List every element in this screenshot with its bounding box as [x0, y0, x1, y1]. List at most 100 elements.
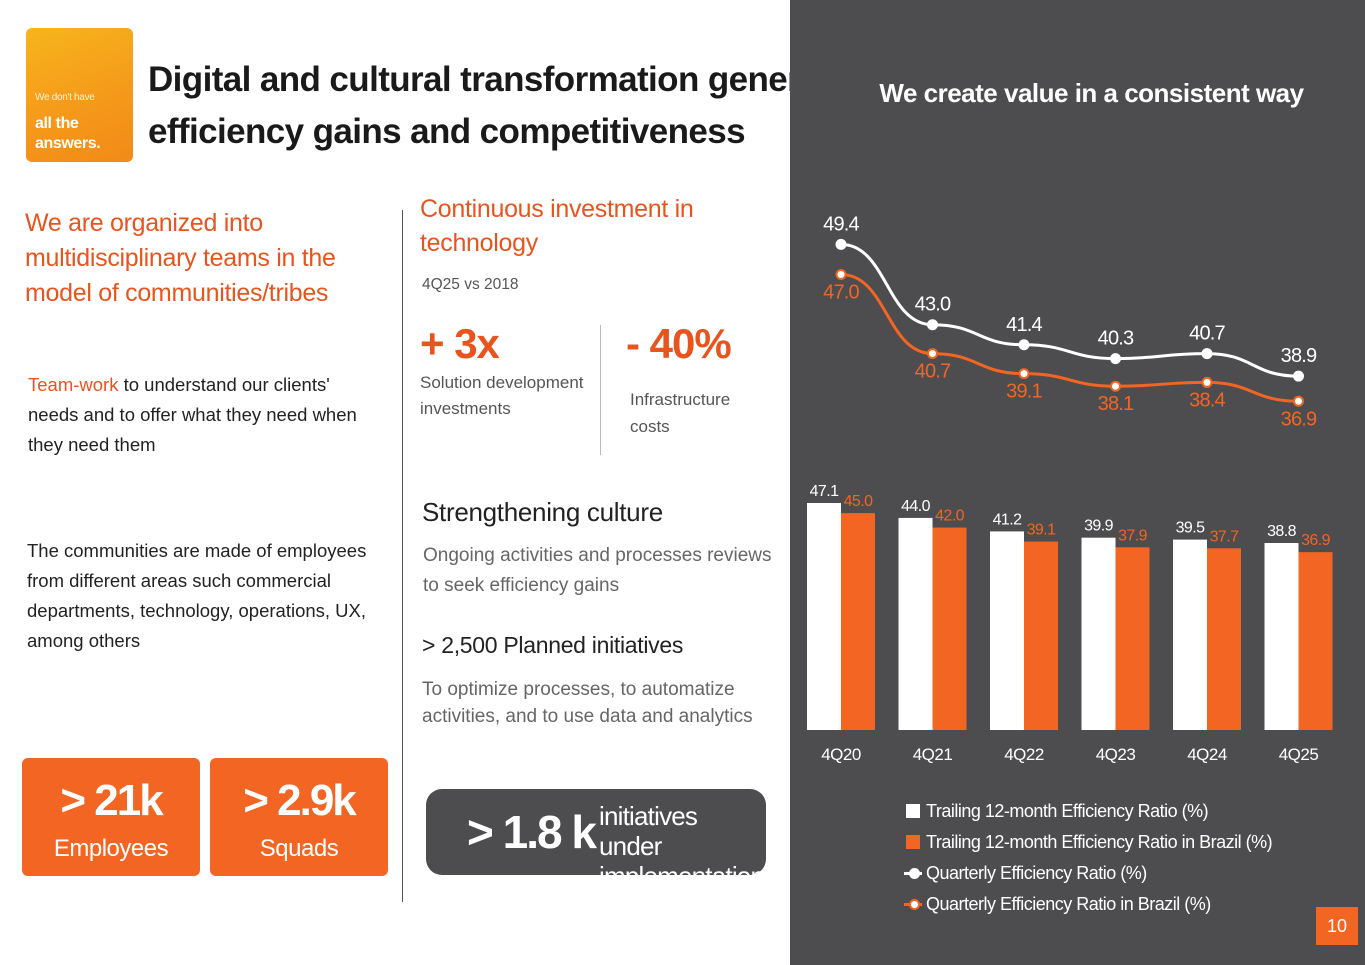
- page-title-line-2: efficiency gains and competitiveness: [148, 112, 746, 151]
- employees-value: > 21k: [60, 776, 163, 825]
- line-label-0-4Q21: 43.0: [915, 294, 951, 316]
- culture-heading: Strengthening culture: [422, 497, 663, 527]
- logo-tagline-big: all the answers.: [35, 114, 101, 154]
- legend-label-quarterly-brazil: Quarterly Efficiency Ratio in Brazil (%): [926, 894, 1211, 914]
- efficiency-chart: 47.1 44.0 41.2 39.9 39.5 38.8 45.0 42.0 39.1 37.9…: [807, 213, 1333, 764]
- bar-0-4Q25: [1264, 542, 1299, 730]
- organization-heading-line-2: multidisciplinary teams in the: [25, 244, 336, 272]
- bar-label-0-4Q22: 41.2: [993, 511, 1022, 528]
- bar-label-0-4Q23: 39.9: [1084, 518, 1113, 535]
- investment-subheading: 4Q25 vs 2018: [422, 276, 519, 293]
- teamwork-highlight: Team-work: [28, 374, 119, 395]
- bar-label-1-4Q24: 37.7: [1210, 528, 1239, 545]
- bar-0-4Q20: [807, 502, 841, 730]
- initiatives-label: initiatives under implementation: [599, 801, 765, 891]
- infrastructure-cost-value: - 40%: [626, 320, 732, 367]
- infrastructure-cost-label-line-2: costs: [630, 417, 670, 436]
- stat-divider: [600, 325, 601, 455]
- line-label-1-4Q20: 47.0: [823, 282, 859, 304]
- line-label-1-4Q21: 40.7: [915, 361, 951, 383]
- line-label-1-4Q24: 38.4: [1189, 389, 1225, 411]
- legend-swatch-trailing: [906, 804, 920, 818]
- line-label-0-4Q20: 49.4: [823, 213, 859, 235]
- line-point-0-4Q22: [1018, 339, 1030, 351]
- chart-legend: Trailing 12-month Efficiency Ratio (%) T…: [904, 798, 1273, 922]
- solution-investment-label-line-1: Solution development: [420, 373, 584, 392]
- legend-marker-quarterly-brazil: [909, 899, 920, 910]
- line-series-1: [840, 273, 1299, 403]
- solution-investment-label-line-2: investments: [420, 399, 511, 418]
- organization-heading: We are organized into multidisciplinary …: [25, 206, 385, 311]
- page-title-line-1: Digital and cultural transformation gene…: [148, 60, 868, 99]
- bar-1-4Q25: [1298, 552, 1333, 730]
- solution-investment-label: Solution development investments: [420, 370, 595, 422]
- line-label-0-4Q23: 40.3: [1098, 328, 1134, 350]
- initiatives-value: > 1.8 k: [467, 806, 597, 858]
- line-point-0-4Q23: [1110, 353, 1121, 365]
- employees-stat-box: > 21k Employees: [22, 758, 200, 876]
- chart-panel: [790, 0, 1365, 965]
- line-point-1-4Q21: [927, 348, 938, 360]
- bar-1-4Q23: [1115, 547, 1150, 730]
- line-label-0-4Q22: 41.4: [1006, 314, 1042, 336]
- line-point-0-4Q20: [835, 238, 847, 250]
- infrastructure-cost-label: Infrastructure costs: [630, 386, 760, 440]
- line-point-1-4Q20: [835, 269, 847, 280]
- bar-label-0-4Q20: 47.1: [810, 483, 839, 500]
- squads-value: > 2.9k: [243, 776, 357, 825]
- legend-swatch-trailing-brazil: [906, 835, 920, 849]
- line-label-1-4Q25: 36.9: [1281, 408, 1317, 430]
- logo-tagline-small: We don't have: [35, 92, 95, 103]
- infrastructure-cost-label-line-1: Infrastructure: [630, 390, 731, 409]
- planned-initiatives-text: To optimize processes, to automatize act…: [422, 679, 753, 727]
- logo-line-2: answers.: [35, 135, 101, 152]
- squads-label: Squads: [259, 835, 339, 862]
- initiatives-label-line-2: implementation: [599, 861, 765, 891]
- legend-marker-quarterly: [909, 868, 920, 879]
- x-tick-label-4Q24: 4Q24: [1187, 745, 1227, 764]
- x-tick-label-4Q25: 4Q25: [1279, 745, 1319, 764]
- planned-initiatives-heading: > 2,500 Planned initiatives: [422, 632, 684, 658]
- bar-1-4Q22: [1024, 541, 1058, 730]
- employees-label: Employees: [53, 835, 169, 862]
- legend-label-trailing: Trailing 12-month Efficiency Ratio (%): [926, 801, 1209, 821]
- line-label-0-4Q24: 40.7: [1189, 323, 1225, 345]
- bar-0-4Q22: [990, 531, 1024, 730]
- line-point-0-4Q25: [1293, 370, 1304, 382]
- line-series-0: [840, 242, 1299, 378]
- legend-item-trailing-brazil: Trailing 12-month Efficiency Ratio in Br…: [906, 829, 1273, 860]
- legend-item-quarterly-brazil: Quarterly Efficiency Ratio in Brazil (%): [904, 891, 1272, 922]
- brand-logo: We don't have all the answers.: [26, 28, 133, 162]
- page-title: Digital and cultural transformation gene…: [148, 54, 868, 158]
- investment-heading-line-2: technology: [420, 229, 538, 257]
- page-number: 10: [1316, 907, 1358, 945]
- bar-0-4Q23: [1081, 537, 1116, 730]
- legend-label-quarterly: Quarterly Efficiency Ratio (%): [926, 863, 1147, 883]
- legend-label-trailing-brazil: Trailing 12-month Efficiency Ratio in Br…: [926, 832, 1273, 852]
- x-tick-label-4Q21: 4Q21: [913, 745, 953, 764]
- bar-label-1-4Q20: 45.0: [844, 493, 873, 510]
- line-point-1-4Q23: [1110, 380, 1121, 392]
- bar-1-4Q24: [1207, 548, 1241, 730]
- line-point-1-4Q24: [1201, 376, 1213, 388]
- logo-line-1: all the: [35, 115, 79, 132]
- bar-1-4Q21: [932, 527, 967, 730]
- initiatives-stat-box: > 1.8 k initiatives under implementation: [426, 789, 766, 891]
- initiatives-label-line-1: initiatives under: [599, 801, 698, 861]
- organization-heading-line-3: model of communities/tribes: [25, 279, 329, 307]
- bar-0-4Q24: [1173, 539, 1207, 730]
- x-tick-label-4Q20: 4Q20: [821, 745, 861, 764]
- legend-item-quarterly: Quarterly Efficiency Ratio (%): [904, 860, 1272, 891]
- line-point-0-4Q24: [1201, 348, 1213, 360]
- squads-stat-box: > 2.9k Squads: [210, 758, 388, 876]
- bar-0-4Q21: [898, 517, 933, 730]
- communities-paragraph: The communities are made of employees fr…: [27, 540, 367, 651]
- bar-label-0-4Q21: 44.0: [901, 498, 930, 515]
- line-label-1-4Q23: 38.1: [1098, 393, 1134, 415]
- teamwork-paragraph: Team-work to understand our clients' nee…: [28, 370, 378, 460]
- chart-title: We create value in a consistent way: [879, 78, 1304, 108]
- column-divider: [402, 210, 403, 902]
- x-tick-label-4Q22: 4Q22: [1004, 745, 1044, 764]
- x-tick-label-4Q23: 4Q23: [1096, 745, 1136, 764]
- bar-label-1-4Q23: 37.9: [1118, 527, 1147, 544]
